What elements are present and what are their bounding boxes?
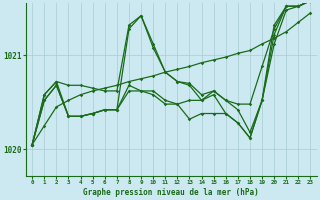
X-axis label: Graphe pression niveau de la mer (hPa): Graphe pression niveau de la mer (hPa): [84, 188, 259, 197]
